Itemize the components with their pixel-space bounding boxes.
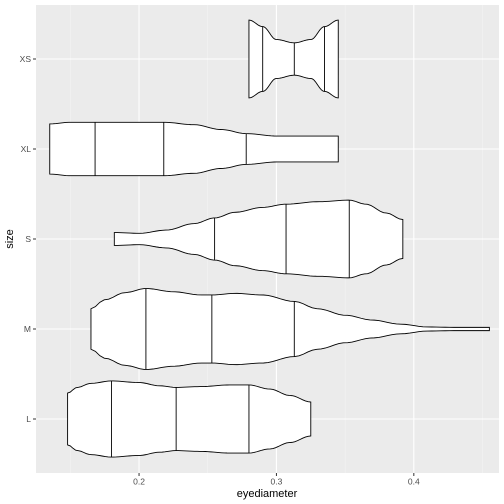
violin-shape bbox=[90, 288, 490, 370]
violin-shape bbox=[67, 380, 312, 458]
y-tick-label: L bbox=[26, 414, 31, 424]
y-tick-label: M bbox=[24, 324, 31, 334]
y-tick-label: XL bbox=[21, 144, 32, 154]
violin-xs bbox=[248, 19, 339, 99]
x-axis-title: eyediameter bbox=[237, 488, 298, 500]
y-tick-label: S bbox=[25, 234, 31, 244]
x-tick-label: 0.3 bbox=[271, 477, 283, 487]
x-tick-label: 0.2 bbox=[133, 477, 145, 487]
violin-xl bbox=[49, 121, 339, 177]
y-axis-title: size bbox=[4, 229, 16, 249]
violin-shape bbox=[248, 19, 339, 99]
violin-l bbox=[67, 380, 312, 458]
violins bbox=[49, 19, 490, 458]
violin-s bbox=[113, 199, 404, 279]
violin-m bbox=[90, 288, 490, 370]
violin-shape bbox=[113, 199, 404, 279]
x-axis: 0.2 0.3 0.4 bbox=[133, 473, 420, 487]
x-tick-label: 0.4 bbox=[408, 477, 420, 487]
violin-shape bbox=[49, 121, 339, 177]
y-tick-label: XS bbox=[20, 54, 32, 64]
y-axis: L M S XL XS bbox=[20, 54, 36, 424]
